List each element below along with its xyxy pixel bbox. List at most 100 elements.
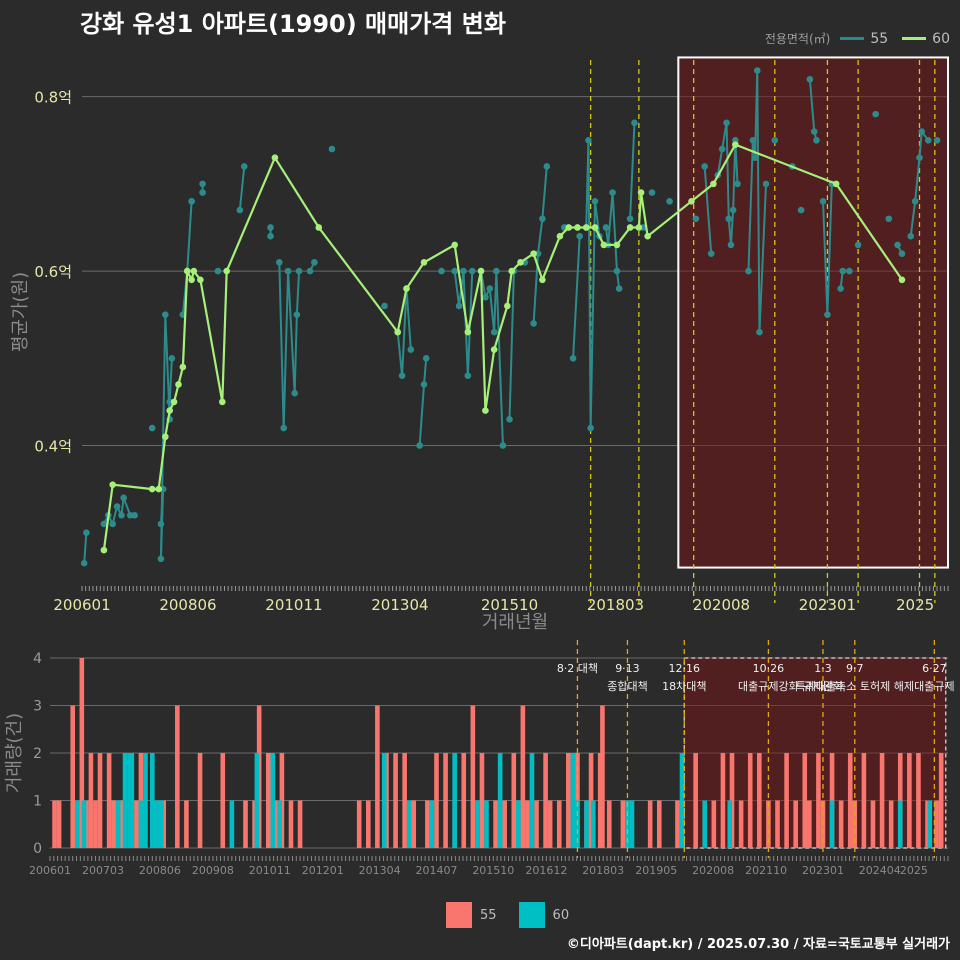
series-55-point — [602, 224, 610, 231]
bar-55 — [393, 753, 398, 848]
policy-label: 8·2 대책 — [557, 662, 598, 675]
price-chart: 0.4억 0.6억 0.8억 200601 200806 201011 201304 2015… — [10, 56, 949, 633]
bar-55 — [656, 800, 662, 848]
series-55-point — [148, 424, 156, 432]
series-55-point — [615, 285, 623, 292]
series-55-segment — [918, 131, 923, 158]
series-55-segment — [909, 201, 917, 237]
series-55-point — [854, 241, 862, 249]
series-55-point — [306, 267, 314, 275]
bar-60 — [897, 800, 903, 848]
volume-chart: 0 1 2 3 4 8·2 대책 9·13 종합대책 12·16 18차대책 10·26 대출규제강화… — [4, 640, 955, 877]
series-55-point — [486, 285, 494, 292]
bar-55 — [606, 800, 612, 848]
policy-label: 9·7 — [846, 662, 864, 675]
series-55-point — [113, 503, 121, 510]
bar-55 — [56, 800, 62, 848]
series-55-point — [482, 293, 489, 301]
bar-55 — [70, 705, 76, 848]
policy-label-detail: 대출규제 — [914, 680, 954, 693]
series-55-segment — [495, 271, 504, 446]
bar-60 — [229, 800, 235, 848]
series-55-point — [451, 267, 459, 275]
series-60-point — [504, 302, 511, 310]
series-55-point — [907, 232, 915, 240]
series-60-point — [710, 180, 717, 188]
x-tick-label: 201011 — [265, 596, 322, 614]
bar-55 — [693, 753, 698, 848]
series-55-point — [569, 354, 577, 362]
y-tick-label: 1 — [33, 794, 42, 810]
series-55-segment — [541, 166, 548, 219]
bar-55 — [738, 800, 744, 848]
bar-60 — [429, 800, 435, 848]
series-55-segment — [629, 122, 636, 219]
bar-60 — [516, 800, 521, 848]
series-55-point — [199, 189, 206, 196]
series-55-point — [464, 372, 472, 380]
series-55-point — [626, 215, 634, 223]
series-60-point — [179, 363, 187, 371]
series-60-point — [530, 250, 537, 257]
bar-55 — [711, 800, 717, 848]
series-55-point — [438, 267, 445, 275]
series-60-point — [565, 224, 573, 231]
bar-55 — [402, 753, 407, 848]
bar-55 — [675, 800, 680, 848]
bar-55 — [411, 800, 417, 848]
series-55-segment — [594, 201, 601, 237]
bar-60 — [702, 800, 708, 848]
bar-55 — [793, 800, 798, 848]
series-60-point — [600, 241, 608, 249]
series-55-point — [797, 206, 805, 214]
x-tick-label: 201201 — [302, 864, 344, 877]
bar-55 — [134, 800, 139, 848]
x-tick-label: 202404 — [859, 864, 901, 877]
bar-55 — [647, 800, 653, 848]
bar-55 — [365, 800, 371, 848]
policy-label-detail: 종합대책 — [607, 680, 647, 693]
bar-55 — [356, 800, 362, 848]
bar-55 — [184, 800, 189, 848]
policy-label: 10·26 — [753, 662, 785, 675]
series-55-point — [727, 241, 735, 249]
series-55-point — [872, 110, 879, 118]
series-55-point — [609, 189, 616, 196]
series-55-point — [839, 267, 847, 275]
bar-55 — [479, 753, 485, 848]
series-55-point — [585, 136, 592, 144]
series-55-segment — [405, 288, 412, 350]
series-55-point — [506, 416, 513, 423]
series-60-point — [100, 546, 108, 554]
series-60-point — [732, 141, 739, 148]
series-55-point — [499, 442, 507, 449]
series-60-point — [148, 485, 156, 493]
series-60-point — [223, 267, 230, 275]
x-tick-label: 201803 — [582, 864, 624, 877]
series-55-point — [911, 198, 919, 205]
y-axis-title: 평균가(원) — [10, 272, 31, 352]
series-60-point — [420, 259, 428, 266]
series-55-segment — [508, 271, 515, 420]
series-60-point — [464, 328, 472, 336]
bar-55 — [288, 800, 294, 848]
series-55-point — [83, 529, 90, 536]
x-tick-label: 200703 — [82, 864, 124, 877]
bar-55 — [757, 753, 762, 848]
bar-55 — [847, 753, 853, 848]
series-55-point — [745, 267, 752, 275]
series-55-segment — [423, 358, 428, 385]
bar-55 — [816, 753, 821, 848]
series-55-point — [806, 75, 814, 83]
legend-swatch-55 — [840, 37, 865, 40]
bar-55 — [907, 753, 912, 848]
series-55-segment — [293, 314, 298, 394]
bar-55 — [52, 800, 57, 848]
series-55-point — [109, 520, 116, 528]
bar-55 — [775, 800, 780, 848]
bar-55 — [838, 800, 844, 848]
bar-55 — [493, 800, 498, 848]
series-60-point — [477, 267, 485, 275]
series-55-point — [576, 232, 583, 240]
series-55-point — [539, 215, 546, 223]
